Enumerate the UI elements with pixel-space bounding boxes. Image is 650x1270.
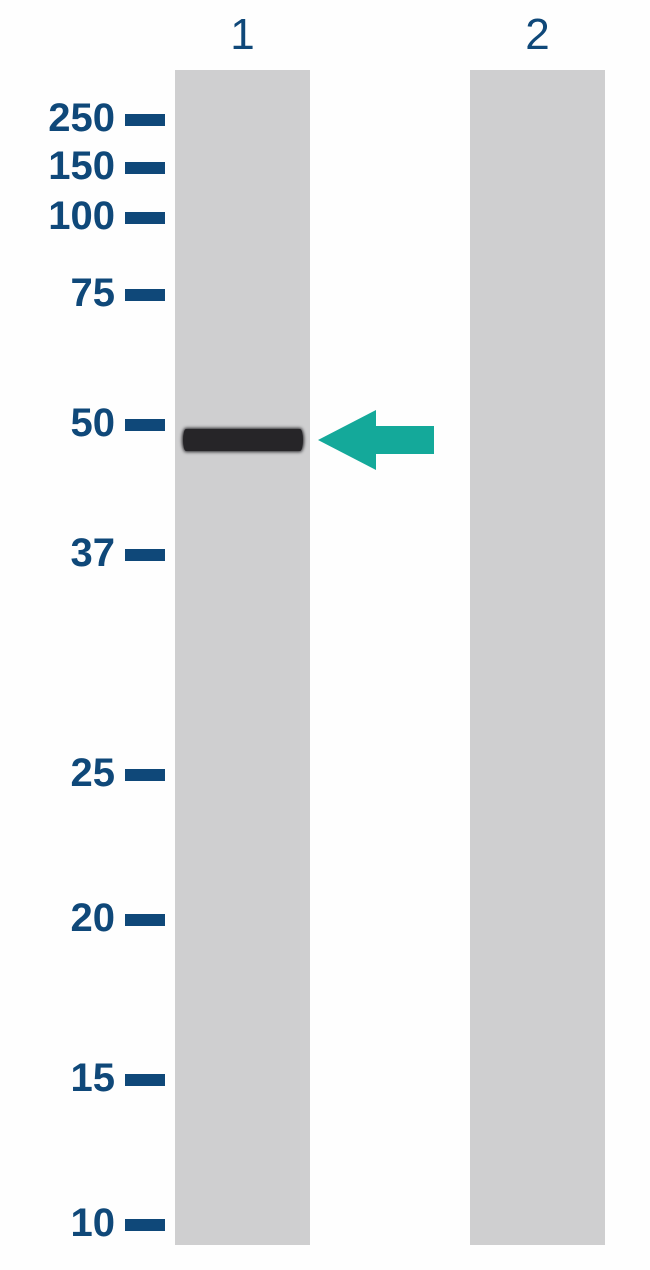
western-blot-figure: 1 2 250150 100 75 50 37 25 20 15 10 xyxy=(0,0,650,1270)
lane-1 xyxy=(175,70,310,1245)
marker-label-75: 75 xyxy=(71,271,116,316)
marker-label-100: 100 xyxy=(48,194,115,239)
marker-tick-25 xyxy=(125,769,165,781)
marker-label-15: 15 xyxy=(71,1056,116,1101)
lane-1-header: 1 xyxy=(175,10,310,60)
lane-2 xyxy=(470,70,605,1245)
marker-label-150: 150 xyxy=(48,144,115,189)
marker-label-25: 25 xyxy=(71,751,116,796)
marker-tick-50 xyxy=(125,419,165,431)
marker-tick-150 xyxy=(125,162,165,174)
marker-tick-250 xyxy=(125,114,165,126)
marker-tick-100 xyxy=(125,212,165,224)
marker-tick-20 xyxy=(125,914,165,926)
marker-label-20: 20 xyxy=(71,896,116,941)
marker-label-250: 250 xyxy=(48,96,115,141)
marker-tick-10 xyxy=(125,1219,165,1231)
marker-label-10: 10 xyxy=(71,1201,116,1246)
marker-tick-15 xyxy=(125,1074,165,1086)
band-lane1 xyxy=(183,429,303,451)
lane-2-header: 2 xyxy=(470,10,605,60)
marker-label-50: 50 xyxy=(71,401,116,446)
arrow-head-icon xyxy=(318,410,376,470)
marker-tick-75 xyxy=(125,289,165,301)
arrow-tail xyxy=(376,426,434,454)
marker-label-37: 37 xyxy=(71,531,116,576)
marker-tick-37 xyxy=(125,549,165,561)
